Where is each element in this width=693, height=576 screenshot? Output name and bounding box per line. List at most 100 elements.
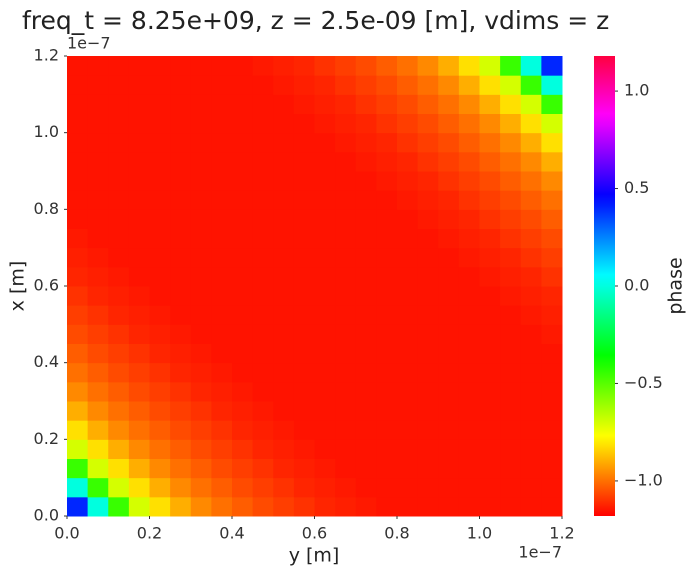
heatmap-cell bbox=[87, 209, 109, 229]
heatmap-cell bbox=[438, 324, 460, 344]
heatmap-cell bbox=[67, 228, 89, 249]
heatmap-cell bbox=[314, 439, 336, 459]
heatmap-cell bbox=[479, 286, 501, 306]
heatmap-cell bbox=[397, 381, 419, 402]
heatmap-cell bbox=[500, 401, 522, 421]
heatmap-cell bbox=[458, 132, 480, 153]
heatmap-cell bbox=[273, 324, 295, 344]
heatmap-cell bbox=[397, 113, 419, 134]
heatmap-cell bbox=[190, 94, 212, 114]
heatmap-cell bbox=[211, 401, 233, 421]
heatmap-cell bbox=[211, 171, 233, 191]
heatmap-cell bbox=[541, 151, 563, 172]
heatmap-cell bbox=[355, 171, 377, 191]
heatmap-cell bbox=[67, 151, 89, 172]
heatmap-cell bbox=[149, 132, 171, 153]
heatmap-cell bbox=[211, 343, 233, 364]
heatmap-cell bbox=[293, 496, 315, 517]
heatmap-cell bbox=[355, 381, 377, 402]
heatmap-cell bbox=[108, 228, 130, 249]
heatmap-cell bbox=[273, 477, 295, 498]
colorbar-label: phase bbox=[665, 257, 687, 314]
heatmap-cell bbox=[335, 439, 357, 459]
heatmap-cell bbox=[417, 171, 439, 191]
heatmap-cell bbox=[335, 171, 357, 191]
heatmap-cell bbox=[170, 190, 192, 210]
heatmap-cell bbox=[108, 266, 130, 287]
heatmap-cell bbox=[87, 151, 109, 172]
heatmap-cell bbox=[541, 496, 563, 517]
heatmap-cell bbox=[438, 247, 460, 268]
heatmap-cell bbox=[149, 439, 171, 459]
heatmap-cell bbox=[128, 113, 150, 134]
heatmap-cell bbox=[108, 56, 130, 76]
heatmap-cell bbox=[252, 151, 274, 172]
heatmap-cell bbox=[252, 190, 274, 210]
colorbar-tick-label: 1.0 bbox=[624, 81, 649, 100]
heatmap-cell bbox=[252, 324, 274, 344]
heatmap-cell bbox=[170, 151, 192, 172]
y-tick-label: 0.4 bbox=[34, 352, 59, 371]
heatmap-cell bbox=[128, 305, 150, 325]
heatmap-cell bbox=[458, 458, 480, 479]
heatmap-cell bbox=[479, 401, 501, 421]
heatmap-cell bbox=[232, 94, 254, 114]
heatmap-cell bbox=[252, 247, 274, 268]
heatmap-cell bbox=[314, 113, 336, 134]
heatmap-cell bbox=[190, 362, 212, 383]
heatmap-cell bbox=[252, 305, 274, 325]
heatmap-cell bbox=[335, 94, 357, 114]
colorbar-tick-label: 0.0 bbox=[624, 276, 649, 295]
x-tick-label: 0.0 bbox=[54, 524, 79, 543]
heatmap-cell bbox=[335, 305, 357, 325]
heatmap-cell bbox=[500, 151, 522, 172]
heatmap-cell bbox=[273, 113, 295, 134]
heatmap-cell bbox=[500, 190, 522, 210]
heatmap-cell bbox=[108, 113, 130, 134]
heatmap-cell bbox=[170, 94, 192, 114]
heatmap-cell bbox=[541, 458, 563, 479]
heatmap-cell bbox=[479, 56, 501, 76]
heatmap-cell bbox=[335, 343, 357, 364]
heatmap-cell bbox=[273, 75, 295, 95]
heatmap-cell bbox=[128, 286, 150, 306]
heatmap-cell bbox=[67, 94, 89, 114]
heatmap-cell bbox=[500, 343, 522, 364]
heatmap-cell bbox=[170, 305, 192, 325]
heatmap-cell bbox=[335, 266, 357, 287]
heatmap-cell bbox=[252, 439, 274, 459]
heatmap-cell bbox=[252, 420, 274, 440]
heatmap-cell bbox=[252, 477, 274, 498]
heatmap-cell bbox=[417, 381, 439, 402]
heatmap-cell bbox=[170, 132, 192, 153]
heatmap-cell bbox=[170, 171, 192, 191]
heatmap-cell bbox=[67, 381, 89, 402]
heatmap-cell bbox=[273, 439, 295, 459]
heatmap-cell bbox=[314, 381, 336, 402]
heatmap-cell bbox=[67, 113, 89, 134]
heatmap-cell bbox=[190, 496, 212, 517]
heatmap-cell bbox=[87, 132, 109, 153]
heatmap-cell bbox=[190, 286, 212, 306]
heatmap-cell bbox=[293, 56, 315, 76]
heatmap-cell bbox=[397, 171, 419, 191]
heatmap-cell bbox=[355, 151, 377, 172]
heatmap-cell bbox=[458, 381, 480, 402]
heatmap-cell bbox=[149, 286, 171, 306]
heatmap-cell bbox=[190, 420, 212, 440]
heatmap-cell bbox=[67, 190, 89, 210]
x-tick-label: 0.8 bbox=[384, 524, 409, 543]
heatmap-cell bbox=[252, 343, 274, 364]
colorbar-tick-label: −0.5 bbox=[624, 373, 663, 392]
heatmap-cell bbox=[479, 305, 501, 325]
heatmap-cell bbox=[417, 56, 439, 76]
heatmap-cell bbox=[479, 228, 501, 249]
heatmap-cell bbox=[314, 420, 336, 440]
heatmap-cell bbox=[335, 151, 357, 172]
heatmap-cell bbox=[87, 401, 109, 421]
heatmap-cell bbox=[87, 458, 109, 479]
y-tick-label: 1.0 bbox=[34, 122, 59, 141]
heatmap-cell bbox=[87, 305, 109, 325]
heatmap-cell bbox=[479, 343, 501, 364]
heatmap-cell bbox=[314, 458, 336, 479]
